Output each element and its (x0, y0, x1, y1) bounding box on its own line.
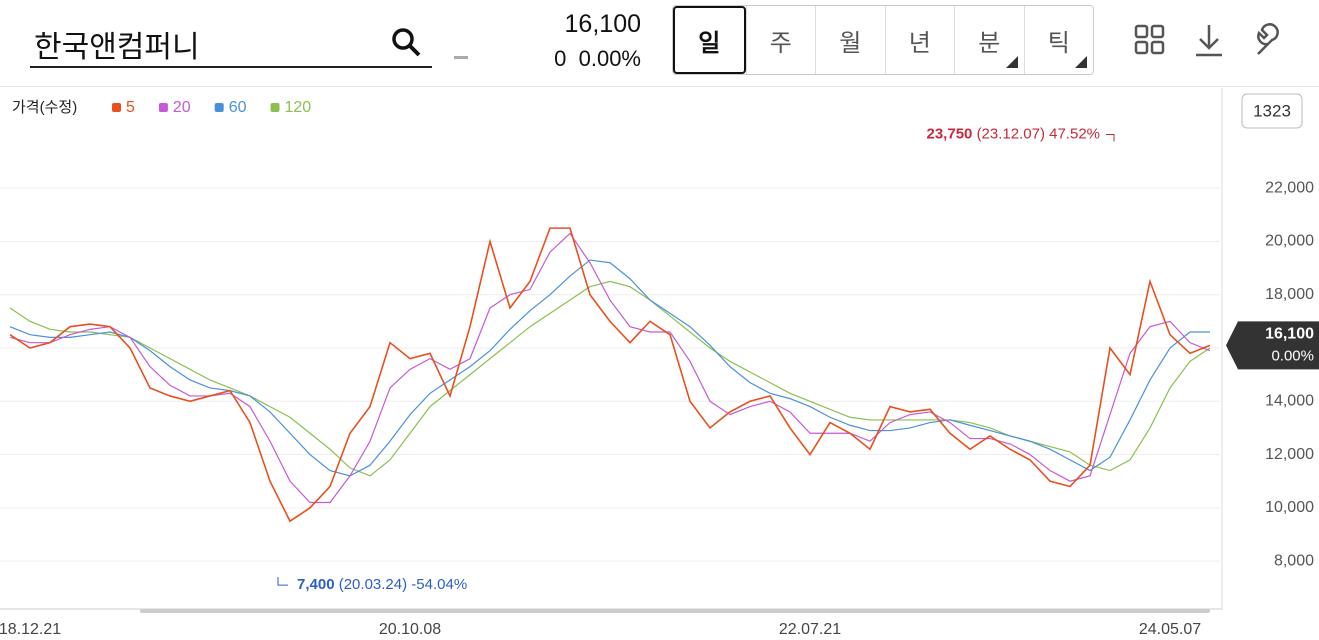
download-icon[interactable] (1196, 25, 1222, 57)
grid (0, 187, 1220, 562)
x-tick-label: 22.07.21 (779, 621, 841, 638)
legend-title: 가격(수정) (12, 99, 77, 116)
header-border (0, 86, 1319, 87)
low-date: (20.03.24) (339, 576, 407, 593)
search-icon[interactable] (390, 26, 422, 58)
x-tick-label: 20.10.08 (379, 621, 441, 638)
tab[interactable]: 주 (745, 6, 816, 74)
toolbar-icons (1134, 23, 1279, 57)
legend-swatch (270, 103, 280, 112)
count-badge-box (1241, 93, 1303, 129)
legend-label: 120 (285, 99, 312, 116)
series-line (9, 259, 1210, 477)
price: 16,100 (564, 10, 641, 38)
low-annotation: 7,400 (20.03.24) -54.04% (297, 576, 467, 593)
y-tick-label: 14,000 (1265, 392, 1314, 409)
tab[interactable]: 일 (673, 6, 746, 74)
y-tick-label: 20,000 (1265, 233, 1314, 250)
series-line (9, 280, 1211, 477)
tab[interactable]: 분 (954, 6, 1024, 74)
tab[interactable]: 년 (884, 6, 955, 74)
legend-label: 60 (229, 99, 247, 116)
legend-swatch (158, 103, 168, 112)
series-line (9, 232, 1211, 504)
high-annotation: 23,750 (23.12.07) 47.52% (927, 126, 1101, 143)
y-tick-label: 18,000 (1265, 286, 1314, 303)
high-arrow (1106, 134, 1115, 142)
last-change: 0.00% (1271, 347, 1314, 364)
stock-name: 한국앤컴퍼니 (34, 31, 200, 64)
change-row: 0 0.00% (554, 46, 641, 72)
low-label: 7,400 (297, 576, 335, 593)
last-price-tag (1226, 321, 1319, 370)
change-rate: 0.00% (578, 46, 641, 71)
layout-icon[interactable] (1134, 24, 1165, 55)
x-tick-label: 18.12.21 (0, 621, 61, 638)
tab[interactable]: 틱 (1023, 6, 1094, 74)
high-label: 23,750 (927, 126, 973, 143)
last-price: 16,100 (1265, 326, 1314, 343)
search-box[interactable]: 한국앤컴퍼니 (30, 18, 432, 68)
y-tick-label: 10,000 (1265, 499, 1314, 516)
low-arrow (277, 577, 288, 586)
series-line (9, 227, 1211, 523)
count-badge: 1323 (1253, 101, 1291, 120)
y-tick-label: 22,000 (1265, 179, 1314, 196)
divider (454, 56, 468, 59)
legend-label: 20 (173, 99, 191, 116)
x-tick-label: 24.05.07 (1139, 621, 1201, 638)
legend-swatch (112, 103, 121, 112)
legend-label: 5 (126, 99, 135, 116)
low-change: -54.04% (411, 576, 467, 593)
scrollbar[interactable] (140, 609, 1210, 613)
high-date: (23.12.07) (977, 126, 1045, 143)
period-tabs: 일 주 월 년 분 틱 (672, 5, 1094, 75)
high-change: 47.52% (1049, 126, 1100, 143)
change: 0 (554, 46, 567, 71)
settings-icon[interactable] (1257, 23, 1279, 55)
legend-swatch (214, 103, 224, 112)
y-tick-label: 12,000 (1265, 446, 1314, 463)
tab[interactable]: 월 (815, 6, 885, 74)
y-tick-label: 8,000 (1274, 552, 1314, 569)
